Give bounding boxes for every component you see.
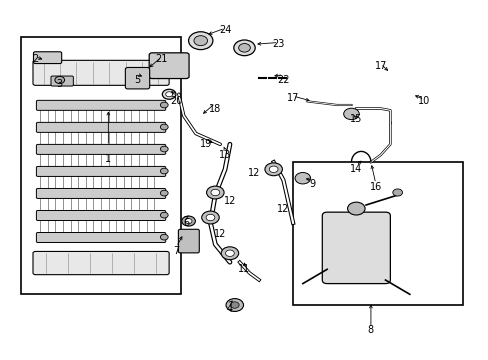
- Circle shape: [165, 92, 172, 97]
- Text: 6: 6: [183, 218, 189, 228]
- Circle shape: [55, 76, 64, 84]
- Circle shape: [264, 163, 282, 176]
- Circle shape: [221, 247, 238, 260]
- Circle shape: [343, 108, 359, 120]
- Text: 22: 22: [277, 75, 289, 85]
- Text: 15: 15: [349, 114, 362, 124]
- Circle shape: [225, 250, 234, 256]
- Text: 12: 12: [247, 168, 260, 178]
- FancyBboxPatch shape: [36, 211, 165, 220]
- Circle shape: [238, 44, 250, 52]
- Bar: [21, 37, 181, 294]
- Circle shape: [160, 212, 168, 218]
- FancyBboxPatch shape: [33, 52, 61, 64]
- FancyBboxPatch shape: [51, 76, 73, 86]
- Text: 4: 4: [226, 303, 232, 314]
- Circle shape: [160, 146, 168, 152]
- Text: 17: 17: [286, 93, 299, 103]
- Circle shape: [194, 36, 207, 46]
- Circle shape: [210, 189, 219, 196]
- Circle shape: [206, 186, 224, 199]
- Text: 14: 14: [349, 164, 362, 174]
- Circle shape: [160, 168, 168, 174]
- Text: 7: 7: [173, 247, 179, 256]
- Text: 19: 19: [199, 139, 211, 149]
- Text: 13: 13: [219, 150, 231, 160]
- FancyBboxPatch shape: [125, 67, 149, 89]
- Circle shape: [201, 211, 219, 224]
- FancyBboxPatch shape: [178, 229, 199, 253]
- Circle shape: [233, 40, 255, 56]
- Text: 5: 5: [134, 75, 141, 85]
- Circle shape: [160, 102, 168, 108]
- Circle shape: [185, 219, 192, 224]
- FancyBboxPatch shape: [36, 166, 165, 176]
- FancyBboxPatch shape: [36, 122, 165, 132]
- Text: 24: 24: [219, 25, 231, 35]
- Text: 21: 21: [155, 54, 168, 64]
- FancyBboxPatch shape: [36, 188, 165, 198]
- FancyBboxPatch shape: [33, 60, 169, 85]
- FancyBboxPatch shape: [36, 100, 165, 111]
- Circle shape: [392, 189, 402, 196]
- FancyBboxPatch shape: [149, 53, 189, 78]
- Circle shape: [347, 202, 365, 215]
- Text: 2: 2: [32, 54, 39, 64]
- Circle shape: [160, 190, 168, 196]
- Text: 3: 3: [57, 78, 62, 89]
- Circle shape: [269, 166, 278, 172]
- FancyBboxPatch shape: [36, 144, 165, 154]
- Circle shape: [160, 234, 168, 240]
- Text: 17: 17: [374, 61, 386, 71]
- Bar: [292, 162, 462, 305]
- Text: 1: 1: [105, 154, 111, 163]
- Text: 11: 11: [238, 264, 250, 274]
- Text: 16: 16: [369, 182, 381, 192]
- FancyBboxPatch shape: [33, 251, 169, 275]
- Text: 10: 10: [417, 96, 429, 107]
- Circle shape: [182, 216, 195, 226]
- FancyBboxPatch shape: [322, 212, 389, 284]
- Text: 12: 12: [277, 203, 289, 213]
- Circle shape: [205, 214, 214, 221]
- FancyBboxPatch shape: [36, 233, 165, 243]
- Text: 12: 12: [214, 229, 226, 239]
- Text: 23: 23: [272, 39, 284, 49]
- Circle shape: [294, 172, 310, 184]
- Circle shape: [225, 298, 243, 311]
- Circle shape: [230, 302, 239, 308]
- Circle shape: [162, 89, 176, 99]
- Circle shape: [188, 32, 212, 50]
- Text: 18: 18: [209, 104, 221, 113]
- Text: 8: 8: [367, 325, 373, 335]
- Text: 9: 9: [309, 179, 315, 189]
- Text: 12: 12: [224, 197, 236, 206]
- Text: 20: 20: [170, 96, 182, 107]
- Circle shape: [160, 124, 168, 130]
